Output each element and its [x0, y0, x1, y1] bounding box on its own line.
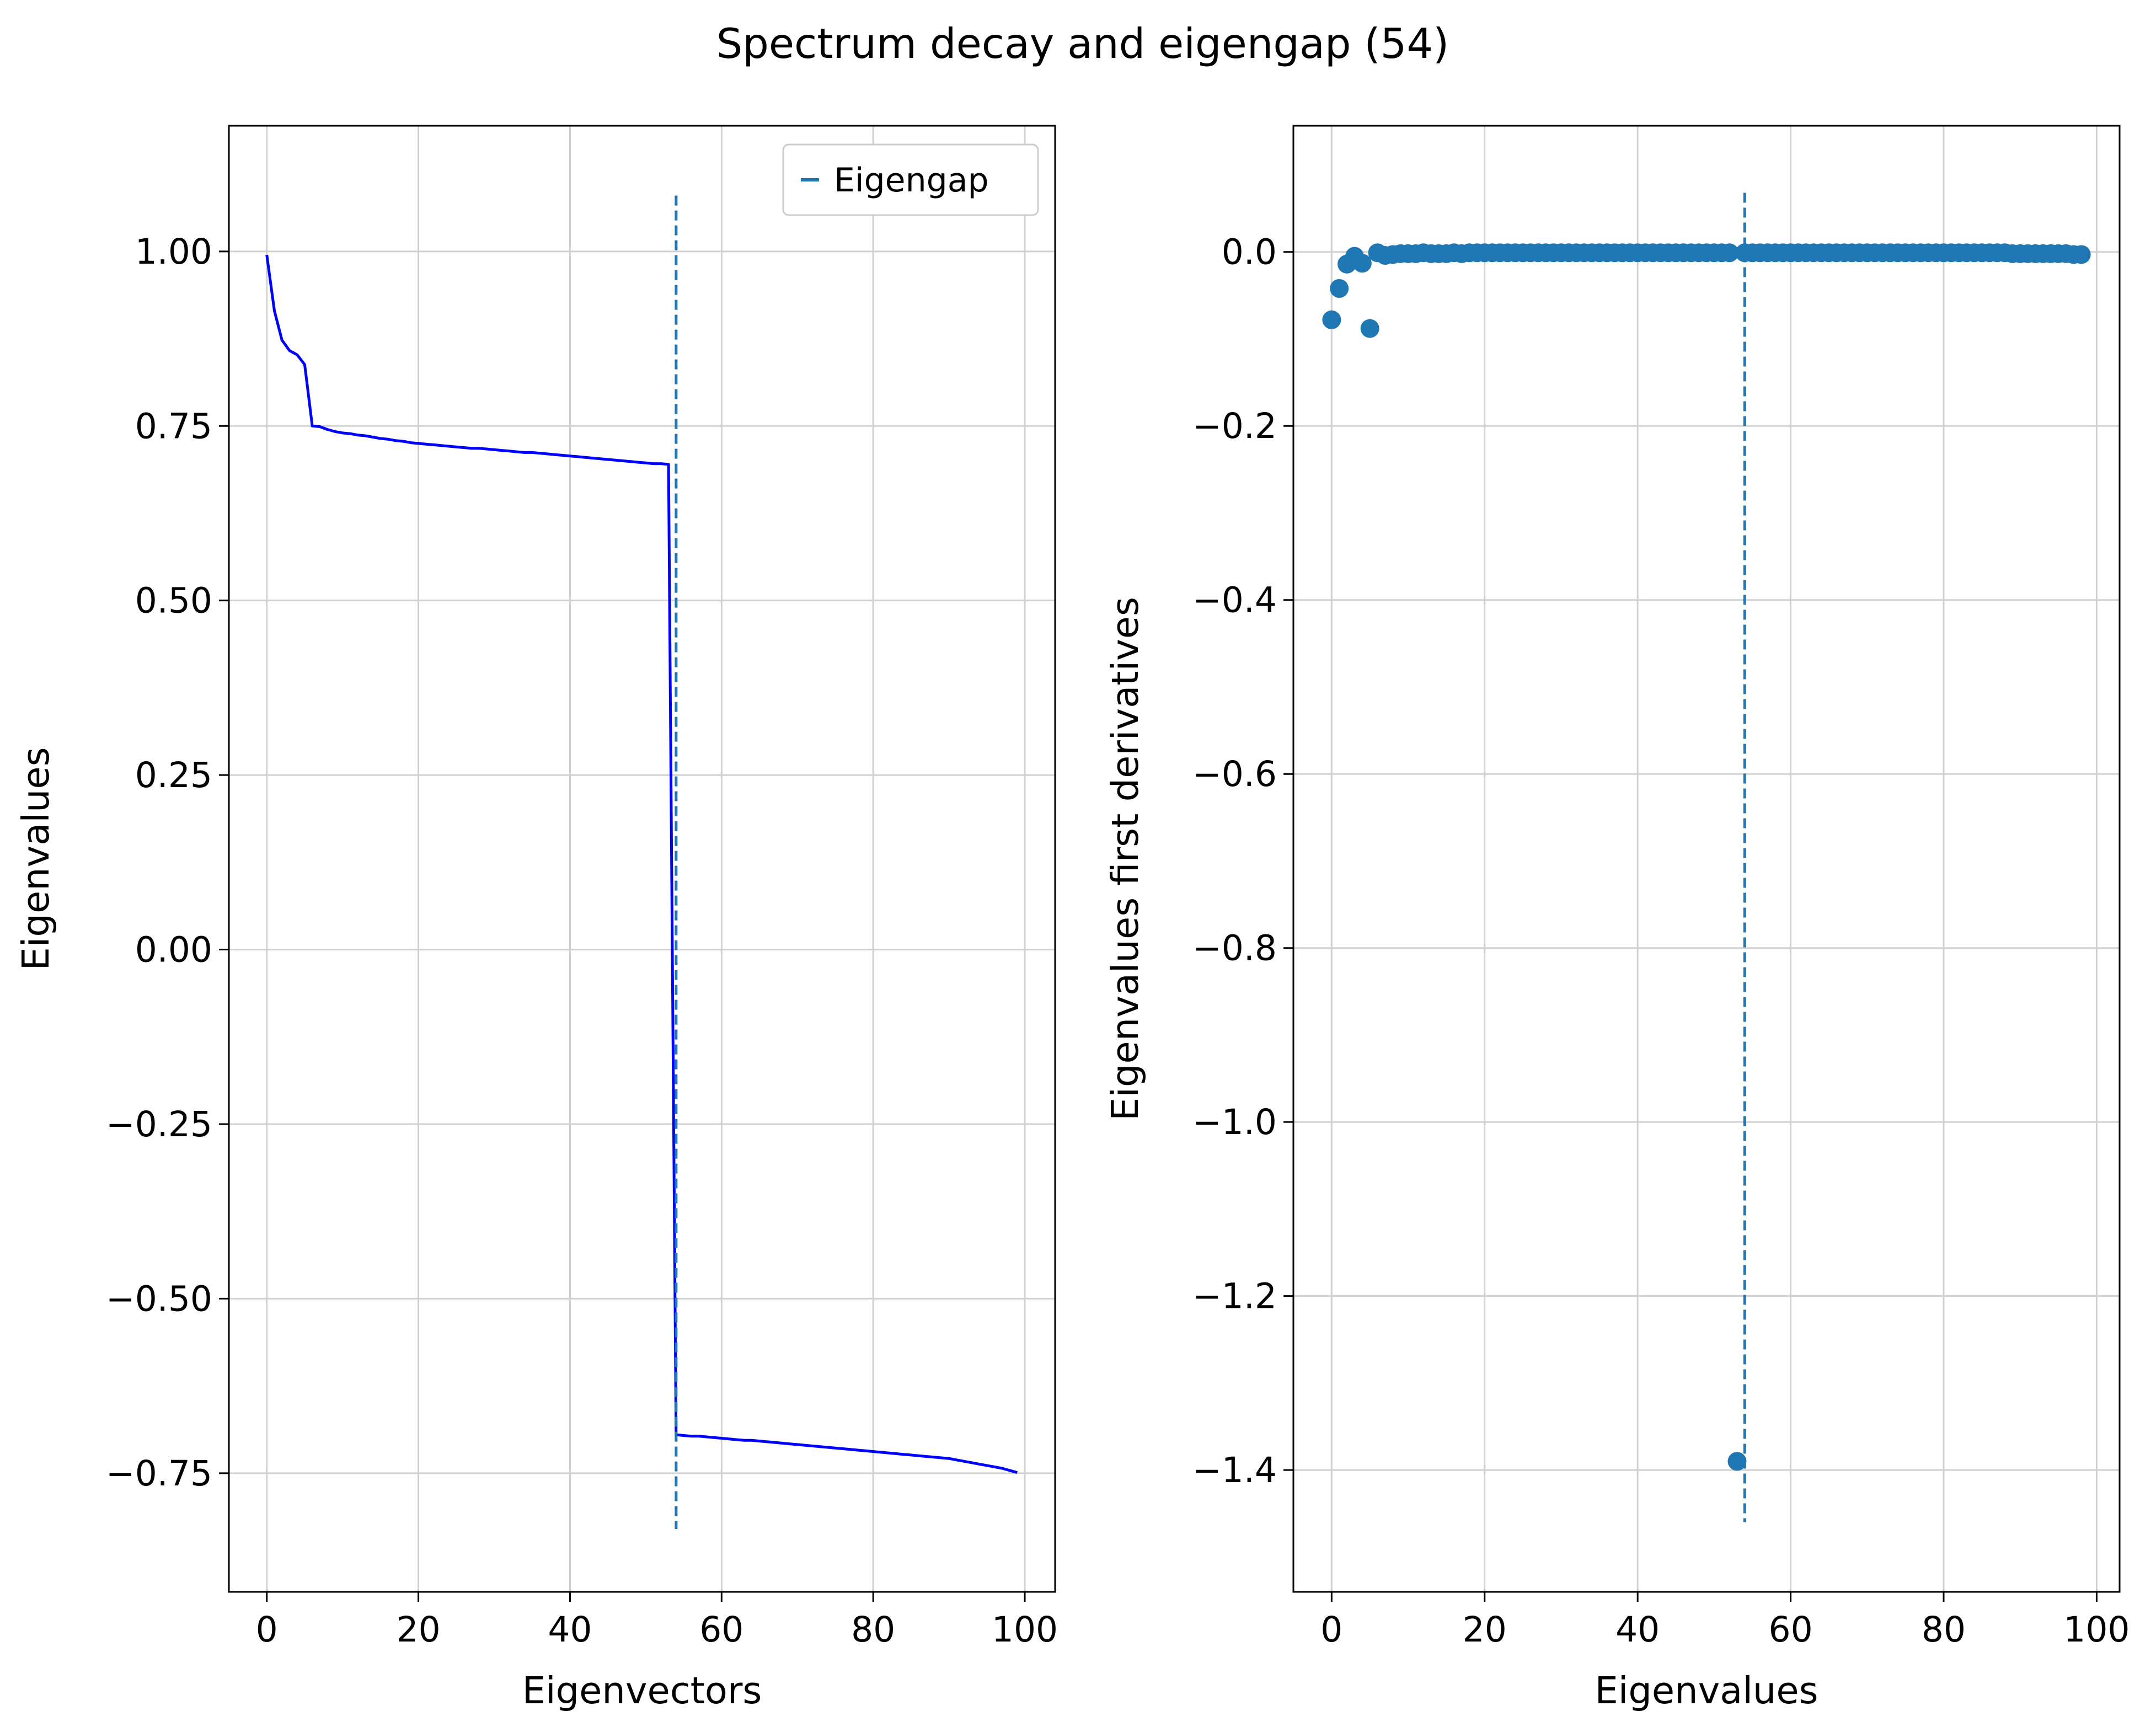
- y-tick-label: −0.6: [1192, 754, 1277, 794]
- derivative-point: [1352, 254, 1372, 273]
- y-tick-label: −0.75: [106, 1453, 212, 1494]
- eigenvalue-line: [265, 254, 1018, 1474]
- y-tick-label: 0.00: [135, 930, 212, 970]
- figure-title: Spectrum decay and eigengap (54): [716, 19, 1449, 68]
- y-axis-label: Eigenvalues first derivatives: [1104, 597, 1147, 1121]
- derivative-point: [1330, 279, 1349, 298]
- x-tick-label: 40: [1615, 1610, 1660, 1650]
- y-tick-label: 0.25: [135, 755, 212, 795]
- y-axis-label: Eigenvalues: [14, 747, 57, 970]
- y-tick-label: −0.25: [106, 1104, 212, 1145]
- y-tick-label: −1.2: [1192, 1276, 1277, 1317]
- y-tick-label: −0.50: [106, 1279, 212, 1319]
- x-tick-label: 0: [256, 1610, 278, 1650]
- legend-entry: Eigengap: [834, 161, 989, 200]
- y-tick-label: 0.50: [135, 581, 212, 621]
- x-tick-label: 20: [1463, 1610, 1507, 1650]
- x-tick-label: 40: [548, 1610, 592, 1650]
- axes-frame: [228, 125, 1056, 1593]
- x-tick-label: 100: [992, 1610, 1058, 1650]
- y-tick-label: −0.4: [1192, 580, 1277, 621]
- panel-spectrum-decay: 0 20 40 60 80 100 1.00 0.75 0.50 0.25 0.00 −0.25 −0.…: [14, 125, 1058, 1712]
- x-tick-label: 100: [2063, 1610, 2130, 1650]
- y-tick-label: −1.4: [1192, 1450, 1277, 1490]
- y-tick-label: −0.2: [1192, 406, 1277, 446]
- x-axis-label: Eigenvalues: [1595, 1669, 1818, 1712]
- legend: Eigengap: [782, 143, 1039, 216]
- derivative-point: [1360, 319, 1379, 338]
- y-tick-label: −1.0: [1192, 1102, 1277, 1142]
- panel-first-derivatives: 0 20 40 60 80 100 0.0 −0.2 −0.4 −0.6 −0.8 −1.0 −1.2 −…: [1104, 125, 2130, 1712]
- y-tick-label: 0.75: [135, 406, 212, 446]
- derivative-point: [1322, 310, 1341, 329]
- x-tick-label: 60: [1768, 1610, 1812, 1650]
- derivative-point: [2072, 245, 2091, 264]
- x-axis-label: Eigenvectors: [522, 1669, 762, 1712]
- x-tick-label: 0: [1320, 1610, 1342, 1650]
- derivative-point: [1727, 1452, 1747, 1471]
- derivative-point: [1720, 243, 1739, 263]
- x-tick-label: 20: [396, 1610, 440, 1650]
- legend-box: [782, 143, 1039, 216]
- y-tick-label: −0.8: [1192, 928, 1277, 969]
- y-tick-label: 1.00: [135, 232, 212, 272]
- x-tick-label: 60: [699, 1610, 743, 1650]
- axes-frame: [1292, 125, 2121, 1593]
- y-tick-label: 0.0: [1222, 232, 1277, 272]
- x-tick-label: 80: [851, 1610, 895, 1650]
- x-tick-label: 80: [1922, 1610, 1966, 1650]
